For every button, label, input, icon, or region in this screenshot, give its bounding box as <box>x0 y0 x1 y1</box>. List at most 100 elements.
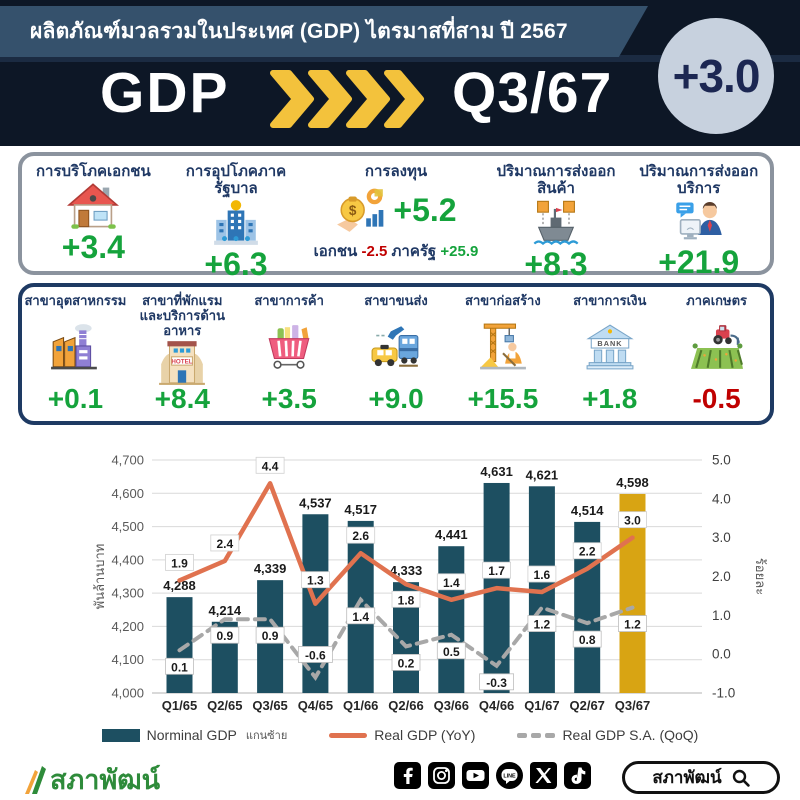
sector-construction: สาขาก่อสร้าง +15.5 <box>449 287 556 421</box>
sector-label: สาขาที่พักแรมและบริการด้านอาหาร <box>139 293 225 338</box>
sector-label: สาขาขนส่ง <box>364 293 428 308</box>
sector-value: +15.5 <box>467 383 539 414</box>
factory-icon <box>49 322 101 372</box>
svg-text:0.9: 0.9 <box>216 629 233 643</box>
indicator-goods-exports: ปริมาณการส่งออกสินค้า +8.3 <box>485 156 628 280</box>
transport-icon <box>370 323 422 371</box>
svg-text:Q3/67: Q3/67 <box>615 698 650 713</box>
indicator-label: การบริโภคเอกชน <box>35 163 151 180</box>
indicator-label: ปริมาณการส่งออกสินค้า <box>496 163 616 198</box>
sector-agriculture: ภาคเกษตร <box>663 287 770 421</box>
gdp-chart: 4,000 4,100 4,200 4,300 4,400 4,500 4,600 4,700… <box>0 448 800 720</box>
line-icon[interactable]: LINE <box>496 762 523 789</box>
sector-value: +3.5 <box>261 383 317 414</box>
svg-text:Q4/65: Q4/65 <box>298 698 333 713</box>
money-bag-icon: $ <box>335 187 387 233</box>
indicator-value: +3.4 <box>61 229 125 265</box>
svg-text:พันล้านบาท: พันล้านบาท <box>92 544 107 610</box>
svg-text:0.5: 0.5 <box>443 645 460 659</box>
svg-text:0.9: 0.9 <box>262 629 279 643</box>
svg-text:4,339: 4,339 <box>254 561 287 576</box>
svg-text:4.0: 4.0 <box>712 491 731 506</box>
public-investment-value: +25.9 <box>440 243 479 260</box>
svg-text:Q2/65: Q2/65 <box>207 698 242 713</box>
line-swatch-icon <box>329 732 368 738</box>
tractor-field-icon <box>690 323 743 371</box>
svg-text:LINE: LINE <box>503 774 516 780</box>
sector-value: +8.4 <box>154 383 210 414</box>
indicator-value: +6.3 <box>204 245 268 282</box>
svg-text:1.6: 1.6 <box>534 568 551 582</box>
legend-label: Real GDP S.A. (QoQ) <box>562 727 699 743</box>
chart-legend: Norminal GDP แกนซ้าย Real GDP (YoY) Real… <box>0 726 800 744</box>
sector-label: สาขาก่อสร้าง <box>465 293 541 308</box>
svg-text:$: $ <box>349 203 357 218</box>
svg-text:-1.0: -1.0 <box>712 686 735 701</box>
svg-text:Q2/67: Q2/67 <box>569 698 604 713</box>
svg-text:0.0: 0.0 <box>712 647 731 662</box>
page-title: ผลิตภัณฑ์มวลรวมในประเทศ (GDP) ไตรมาสที่ส… <box>30 20 568 43</box>
sector-label: สาขาอุตสาหกรรม <box>24 293 127 308</box>
svg-text:2.6: 2.6 <box>352 529 369 543</box>
svg-text:2.0: 2.0 <box>712 569 731 584</box>
legend-axis-note: แกนซ้าย <box>245 730 288 742</box>
instagram-icon[interactable] <box>428 762 455 789</box>
bar-swatch-icon <box>101 728 140 742</box>
svg-text:BANK: BANK <box>597 339 622 348</box>
sector-value: +1.8 <box>582 383 638 414</box>
search-bar[interactable]: สภาพัฒน์ <box>622 761 780 794</box>
svg-text:1.2: 1.2 <box>534 618 551 632</box>
svg-text:4,537: 4,537 <box>299 495 332 510</box>
x-twitter-icon[interactable] <box>530 762 557 789</box>
sector-value: -0.5 <box>692 383 741 414</box>
youtube-icon[interactable] <box>462 762 489 789</box>
indicator-value: +21.9 <box>658 243 740 280</box>
svg-text:1.4: 1.4 <box>443 576 460 590</box>
svg-text:4.4: 4.4 <box>262 459 279 473</box>
gdp-growth-badge: +3.0 <box>658 18 774 134</box>
svg-text:1.9: 1.9 <box>171 556 188 570</box>
svg-text:4,700: 4,700 <box>111 453 144 468</box>
svg-text:1.2: 1.2 <box>624 618 641 632</box>
svg-text:4,100: 4,100 <box>111 652 144 667</box>
title-banner: ผลิตภัณฑ์มวลรวมในประเทศ (GDP) ไตรมาสที่ส… <box>0 6 648 57</box>
sectors-panel: สาขาอุตสาหกรรม +0.1 สาขาที่พักแรมแล <box>18 283 774 425</box>
svg-text:3.0: 3.0 <box>712 530 731 545</box>
indicator-label: การลงทุน <box>364 163 428 180</box>
svg-text:-0.6: -0.6 <box>305 648 326 662</box>
svg-text:2.2: 2.2 <box>579 545 596 559</box>
svg-text:4,441: 4,441 <box>435 527 468 542</box>
search-text: สภาพัฒน์ <box>652 768 722 787</box>
svg-text:5.0: 5.0 <box>712 453 731 468</box>
svg-text:0.2: 0.2 <box>398 656 415 670</box>
svg-text:1.7: 1.7 <box>488 564 505 578</box>
svg-text:4,300: 4,300 <box>111 586 144 601</box>
svg-text:4,214: 4,214 <box>209 603 242 618</box>
shopping-cart-icon <box>264 323 314 371</box>
bank-icon: BANK <box>585 323 635 371</box>
government-building-icon <box>211 198 261 248</box>
legend-real-gdp-yoy: Real GDP (YoY) <box>329 727 475 743</box>
svg-text:1.3: 1.3 <box>307 574 324 588</box>
logo-leaf-icon <box>25 765 46 794</box>
svg-text:1.4: 1.4 <box>352 610 369 624</box>
sector-hotels-food: สาขาที่พักแรมและบริการด้านอาหาร HOTEL +8… <box>129 287 236 421</box>
chevron-arrows-icon <box>270 70 424 128</box>
legend-nominal-gdp: Norminal GDP แกนซ้าย <box>101 726 288 744</box>
svg-text:ร้อยละ: ร้อยละ <box>753 558 768 595</box>
indicator-private-consumption: การบริโภคเอกชน +3.4 <box>22 156 165 271</box>
facebook-icon[interactable] <box>394 762 421 789</box>
hotel-icon: HOTEL <box>157 339 207 385</box>
legend-label: Real GDP (YoY) <box>374 727 476 743</box>
cargo-ship-icon <box>530 198 582 248</box>
svg-text:3.0: 3.0 <box>624 514 641 528</box>
svg-text:0.8: 0.8 <box>579 633 596 647</box>
gdp-chart-svg: 4,000 4,100 4,200 4,300 4,400 4,500 4,600 4,700… <box>92 453 768 714</box>
svg-text:Q4/66: Q4/66 <box>479 698 514 713</box>
svg-text:4,400: 4,400 <box>111 552 144 567</box>
svg-text:4,000: 4,000 <box>111 686 144 701</box>
svg-text:HOTEL: HOTEL <box>172 358 193 365</box>
svg-text:4,631: 4,631 <box>480 464 513 479</box>
sector-trade: สาขาการค้า +3.5 <box>236 287 343 421</box>
tiktok-icon[interactable] <box>564 762 591 789</box>
